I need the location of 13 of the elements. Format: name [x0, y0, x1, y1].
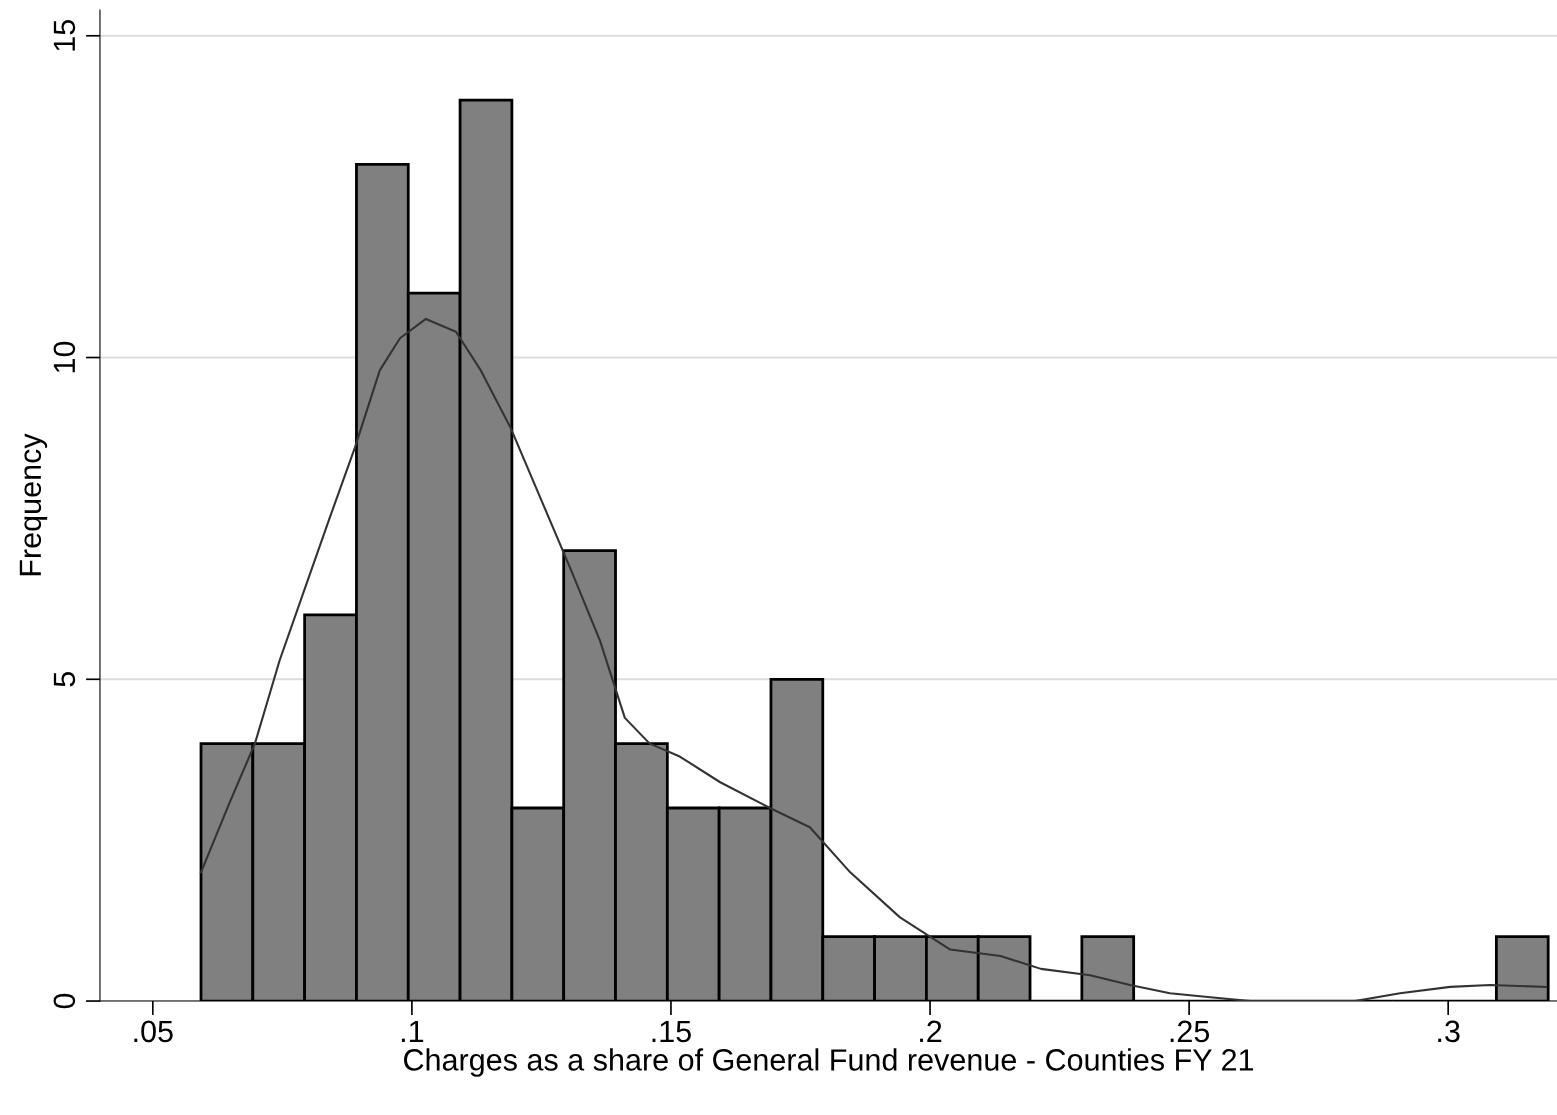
y-tick-label: 0 — [53, 993, 76, 1009]
y-tick-label: 10 — [53, 341, 76, 373]
x-tick-label: .15 — [652, 1020, 691, 1043]
y-tick-label: 5 — [53, 672, 76, 687]
x-tick-label: .2 — [920, 1020, 942, 1042]
x-axis-title: Charges as a share of General Fund revenue - Counties FY 21 — [404, 1048, 1254, 1077]
x-tick-label: .1 — [401, 1020, 424, 1042]
x-tick-label: .3 — [1438, 1020, 1460, 1043]
line-series — [199, 317, 1548, 1002]
x-tick-label: .25 — [1170, 1020, 1210, 1043]
x-tick-label: .05 — [134, 1020, 173, 1043]
y-tick-label: 15 — [53, 20, 76, 51]
y-axis-title: Frequency — [19, 433, 48, 576]
